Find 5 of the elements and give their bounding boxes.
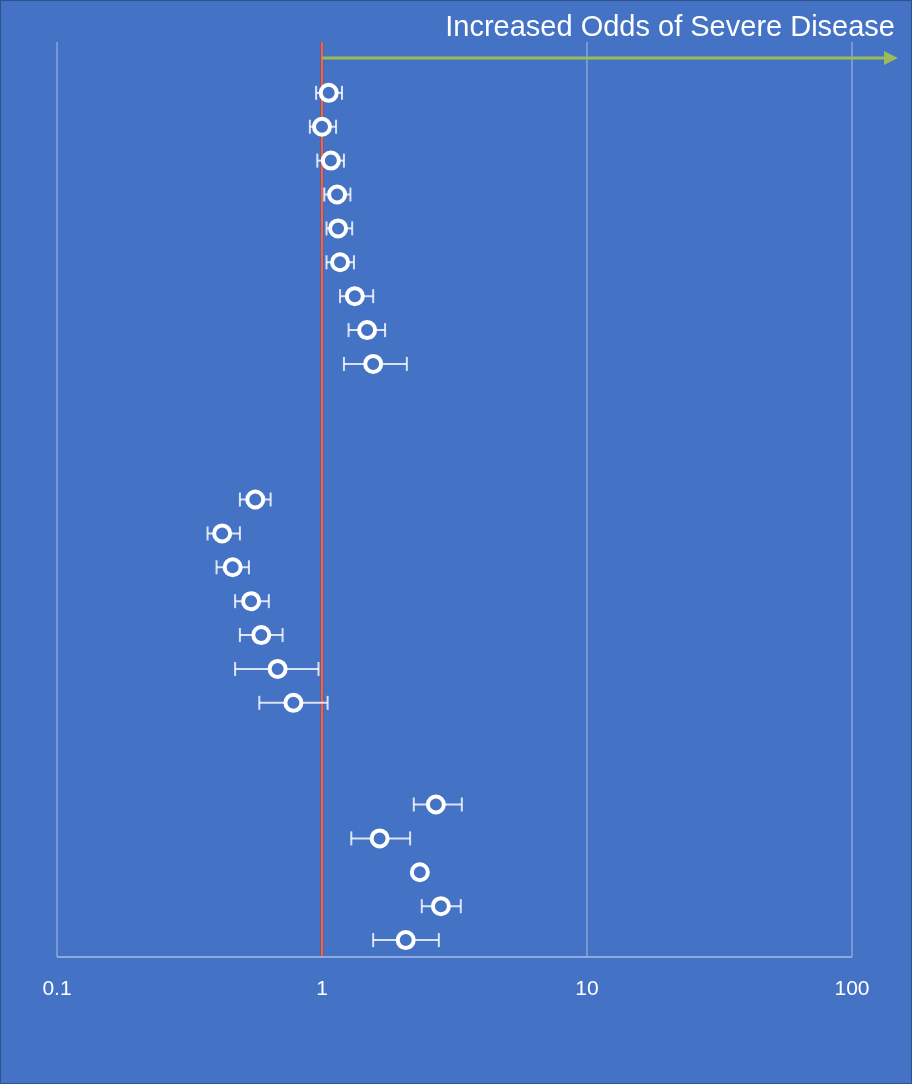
x-tick-label: 1: [316, 976, 328, 999]
x-tick-label: 0.1: [42, 976, 72, 999]
x-tick-label: 100: [834, 976, 870, 999]
annotation: Increased Odds of Severe Disease: [445, 10, 895, 42]
x-tick-label: 10: [575, 976, 599, 999]
